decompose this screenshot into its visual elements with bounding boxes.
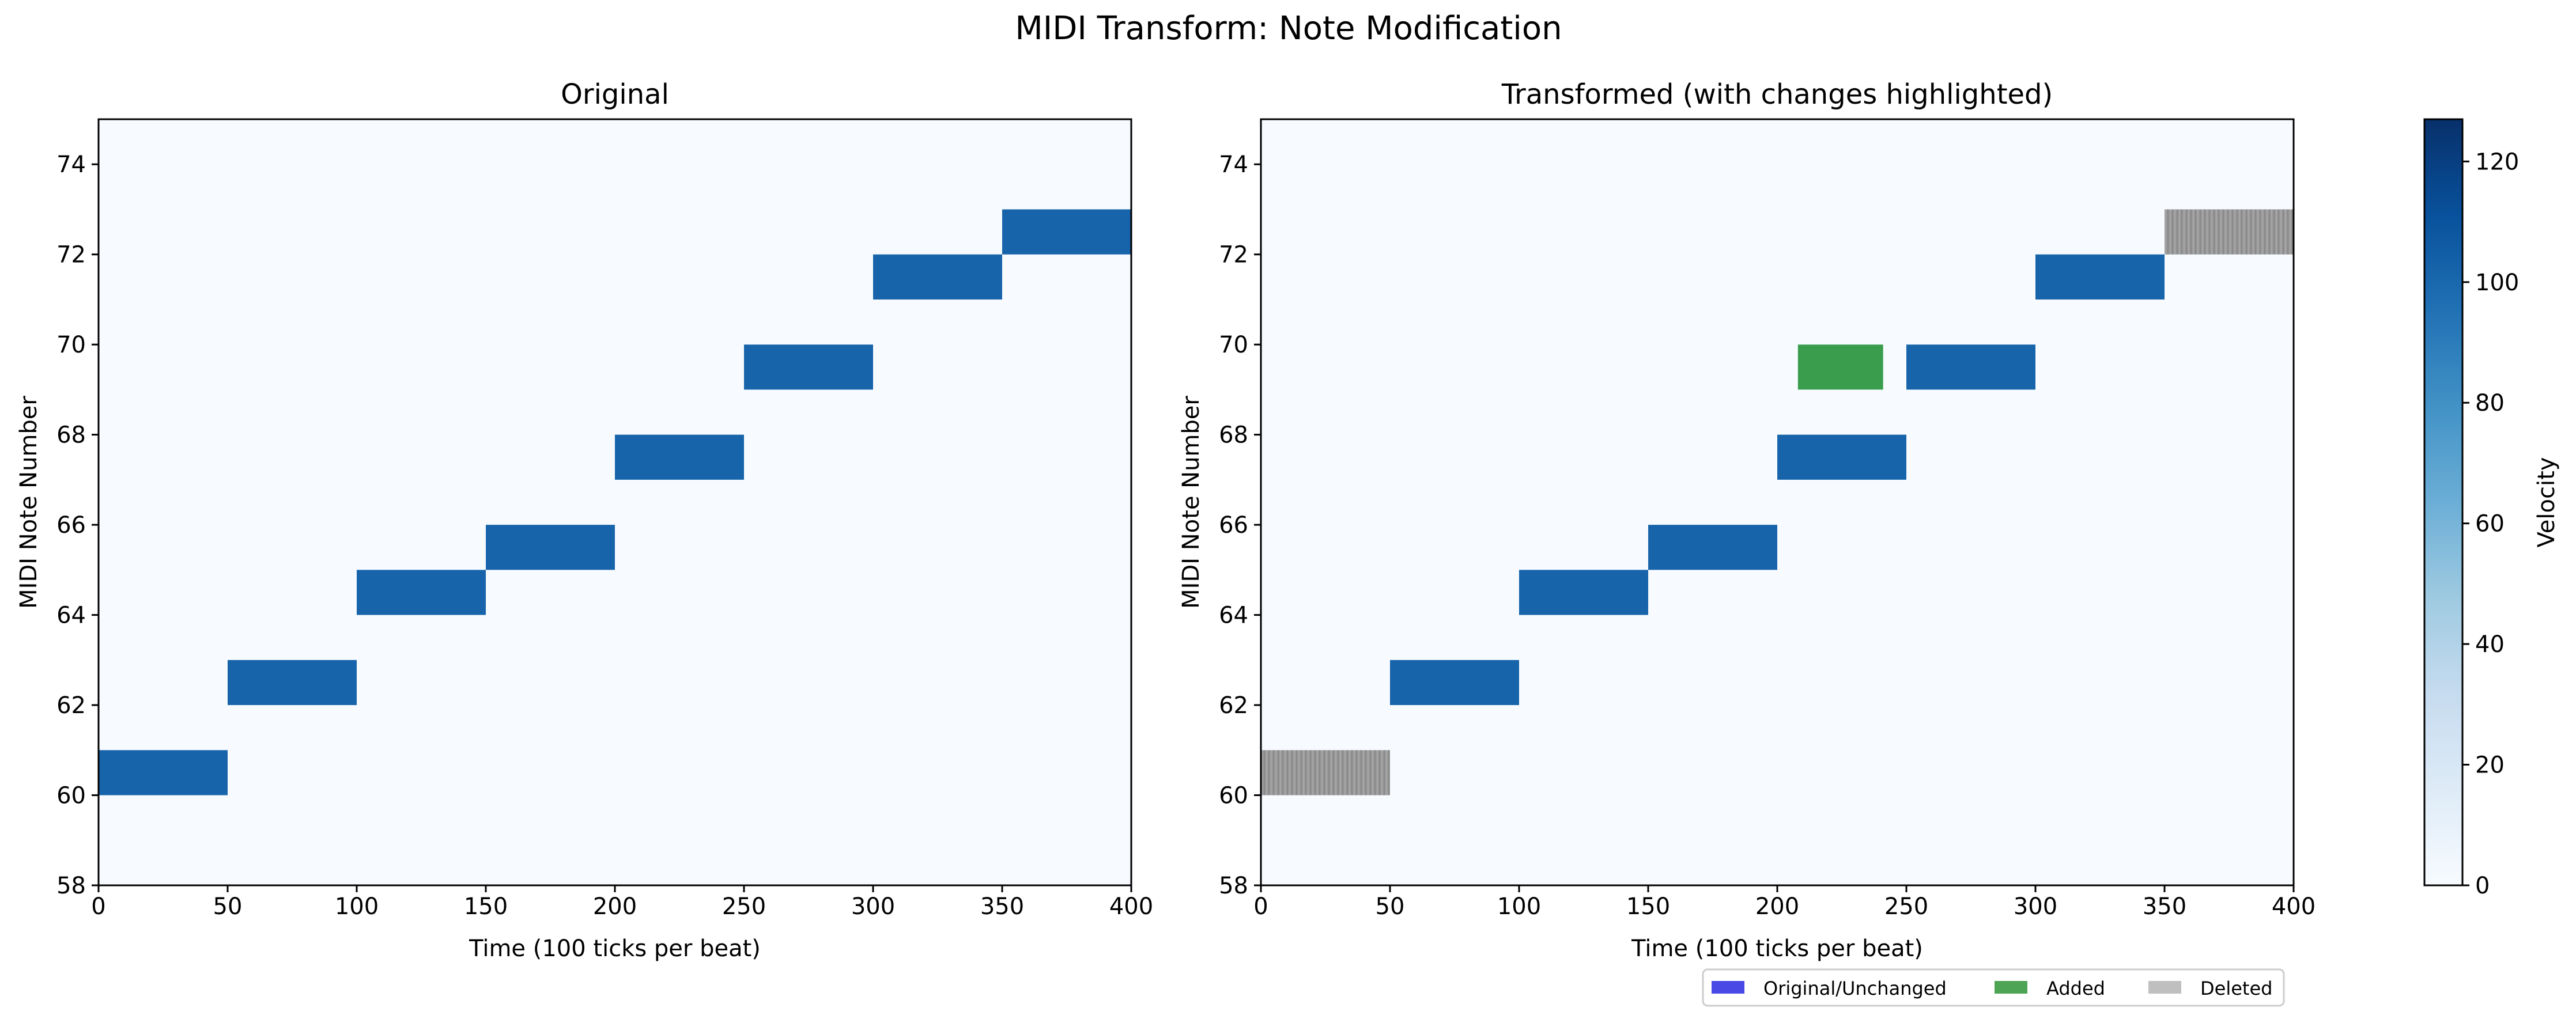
note-original-4 — [615, 434, 744, 480]
legend-swatch-deleted — [2148, 981, 2181, 994]
x-tick-label: 200 — [1755, 893, 1799, 920]
x-tick-label: 0 — [91, 893, 105, 920]
note-added-5 — [1797, 344, 1883, 390]
x-tick-label: 300 — [851, 893, 895, 920]
y-tick-label: 72 — [1219, 242, 1248, 268]
note-original-2 — [1519, 570, 1648, 615]
x-tick-label: 100 — [335, 893, 379, 920]
colorbar-tick-label: 80 — [2475, 390, 2505, 416]
colorbar-tick-label: 20 — [2475, 752, 2505, 779]
original-notes — [99, 209, 1131, 795]
y-tick-label: 66 — [1219, 512, 1248, 539]
note-original-6 — [1906, 344, 2035, 390]
colorbar-tick-label: 0 — [2475, 873, 2490, 899]
x-tick-label: 400 — [2272, 893, 2316, 920]
transformed-panel-title: Transformed (with changes highlighted) — [1501, 78, 2053, 111]
x-tick-label: 50 — [1376, 893, 1405, 920]
transformed-plot-background — [1261, 119, 2294, 885]
colorbar-tick-label: 60 — [2475, 511, 2505, 537]
original-plot-background — [99, 119, 1131, 885]
original-x-ticks: 0 50 100 150 200 250 300 350 400 — [91, 885, 1153, 920]
y-tick-label: 66 — [56, 512, 86, 539]
colorbar-tick-label: 120 — [2475, 149, 2519, 175]
note-original-0 — [99, 750, 228, 795]
x-tick-label: 400 — [1109, 893, 1153, 920]
note-original-2 — [357, 570, 486, 615]
transformed-x-ticks: 0 50 100 150 200 250 300 350 400 — [1253, 885, 2316, 920]
y-tick-label: 58 — [56, 873, 86, 899]
transformed-y-axis-label: MIDI Note Number — [1178, 396, 1204, 609]
colorbar: 0 20 40 60 80 100 120 Velocity — [2423, 118, 2560, 899]
note-original-6 — [873, 254, 1002, 300]
y-tick-label: 70 — [1219, 332, 1248, 358]
y-tick-label: 74 — [1219, 151, 1248, 178]
original-y-axis-label: MIDI Note Number — [16, 396, 42, 609]
x-tick-label: 350 — [980, 893, 1024, 920]
x-tick-label: 50 — [213, 893, 243, 920]
colorbar-frame — [2423, 118, 2464, 886]
y-tick-label: 72 — [56, 242, 86, 268]
transformed-panel: 0 50 100 150 200 250 300 350 400 58 60 62 64 66 68 70 7… — [1178, 78, 2316, 962]
transformed-notes — [1261, 209, 2294, 795]
legend-label-added: Added — [2046, 977, 2105, 999]
note-original-4 — [1777, 434, 1906, 480]
note-original-3 — [486, 525, 615, 570]
x-tick-label: 200 — [593, 893, 637, 920]
original-panel: 0 50 100 150 200 250 300 350 400 58 60 62 64 66 68 70 7… — [16, 78, 1153, 962]
original-panel-title: Original — [561, 78, 669, 111]
legend-frame — [1702, 968, 2285, 1007]
original-y-ticks: 58 60 62 64 66 68 70 72 74 — [56, 151, 99, 899]
note-original-3 — [1648, 525, 1777, 570]
y-tick-label: 68 — [56, 422, 86, 449]
y-tick-label: 62 — [56, 692, 86, 719]
legend-label-deleted: Deleted — [2200, 977, 2272, 999]
x-tick-label: 100 — [1497, 893, 1541, 920]
x-tick-label: 0 — [1253, 893, 1268, 920]
note-deleted-0 — [1261, 750, 1390, 795]
y-tick-label: 60 — [56, 783, 86, 809]
x-tick-label: 300 — [2014, 893, 2057, 920]
y-tick-label: 68 — [1219, 422, 1248, 449]
legend-swatch-original — [1712, 981, 1744, 994]
colorbar-ticks: 0 20 40 60 80 100 120 — [2462, 149, 2519, 899]
y-tick-label: 74 — [56, 151, 86, 178]
x-tick-label: 250 — [1884, 893, 1928, 920]
x-tick-label: 250 — [722, 893, 766, 920]
note-original-7 — [1002, 209, 1131, 255]
colorbar-tick-label: 40 — [2475, 631, 2505, 658]
note-original-1 — [228, 660, 357, 706]
transformed-y-ticks: 58 60 62 64 66 68 70 72 74 — [1219, 151, 1261, 899]
y-tick-label: 64 — [56, 603, 86, 629]
y-tick-label: 60 — [1219, 783, 1248, 809]
y-tick-label: 62 — [1219, 692, 1248, 719]
legend: Original/Unchanged Added Deleted — [1702, 968, 2285, 1007]
y-tick-label: 58 — [1219, 873, 1248, 899]
figure-title: MIDI Transform: Note Modification — [1015, 10, 1562, 47]
x-tick-label: 150 — [464, 893, 508, 920]
note-original-1 — [1390, 660, 1519, 706]
x-tick-label: 150 — [1626, 893, 1670, 920]
legend-swatch-added — [1995, 981, 2027, 994]
colorbar-tick-label: 100 — [2475, 270, 2519, 296]
note-deleted-8 — [2165, 209, 2294, 255]
legend-label-original: Original/Unchanged — [1763, 977, 1947, 999]
transformed-x-axis-label: Time (100 ticks per beat) — [1631, 935, 1923, 962]
x-tick-label: 350 — [2143, 893, 2186, 920]
colorbar-label: Velocity — [2533, 457, 2560, 548]
y-tick-label: 64 — [1219, 603, 1248, 629]
colorbar-gradient — [2424, 119, 2462, 885]
note-original-5 — [744, 344, 873, 390]
original-x-axis-label: Time (100 ticks per beat) — [469, 935, 761, 962]
y-tick-label: 70 — [56, 332, 86, 358]
note-original-7 — [2035, 254, 2165, 300]
